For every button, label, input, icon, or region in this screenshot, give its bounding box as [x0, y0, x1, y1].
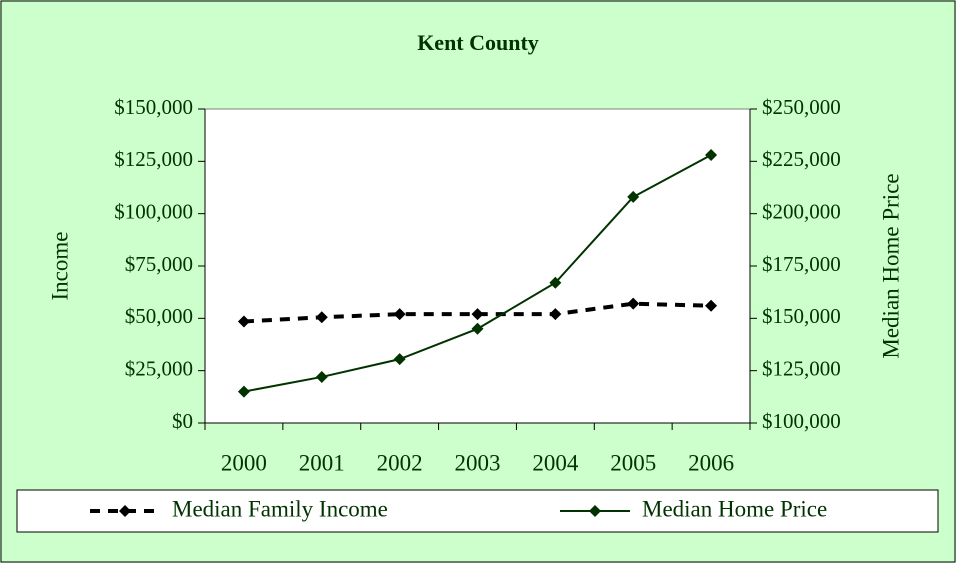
- series-marker: [393, 353, 406, 366]
- series-marker: [393, 308, 406, 321]
- legend-marker: [589, 505, 601, 517]
- legend-label: Median Home Price: [642, 496, 827, 521]
- series-marker: [705, 149, 718, 162]
- x-tick-label: 2002: [377, 450, 423, 475]
- series-marker: [627, 297, 640, 310]
- series-marker: [315, 370, 328, 383]
- x-tick-label: 2003: [455, 450, 501, 475]
- y2-axis-title: Median Home Price: [878, 173, 903, 358]
- series-marker: [237, 315, 250, 328]
- y2-tick-label: $175,000: [762, 252, 841, 276]
- x-tick-label: 2006: [688, 450, 734, 475]
- series-marker: [705, 299, 718, 312]
- y-tick-label: $50,000: [125, 304, 193, 328]
- series-marker: [315, 311, 328, 324]
- plot-area: [205, 109, 750, 423]
- y-tick-label: $100,000: [114, 199, 193, 223]
- legend: [16, 489, 939, 533]
- y-tick-label: $75,000: [125, 252, 193, 276]
- series-marker: [471, 322, 484, 335]
- x-tick-label: 2000: [221, 450, 267, 475]
- series-marker: [471, 308, 484, 321]
- y2-tick-label: $200,000: [762, 199, 841, 223]
- y-axis-title: Income: [47, 232, 72, 301]
- y2-tick-label: $150,000: [762, 304, 841, 328]
- series-marker: [237, 385, 250, 398]
- legend-label: Median Family Income: [172, 496, 388, 521]
- y2-tick-label: $250,000: [762, 95, 841, 119]
- series-marker: [549, 308, 562, 321]
- y2-tick-label: $100,000: [762, 409, 841, 433]
- chart-title: Kent County: [417, 30, 539, 55]
- x-tick-label: 2004: [532, 450, 579, 475]
- y-tick-label: $125,000: [114, 147, 193, 171]
- y2-tick-label: $125,000: [762, 356, 841, 380]
- x-tick-label: 2001: [299, 450, 345, 475]
- series-marker: [549, 276, 562, 289]
- y2-tick-label: $225,000: [762, 147, 841, 171]
- series-marker: [627, 190, 640, 203]
- y-tick-label: $25,000: [125, 356, 193, 380]
- x-tick-label: 2005: [610, 450, 656, 475]
- legend-marker: [119, 505, 131, 517]
- y-tick-label: $0: [172, 409, 193, 433]
- y-tick-label: $150,000: [114, 95, 193, 119]
